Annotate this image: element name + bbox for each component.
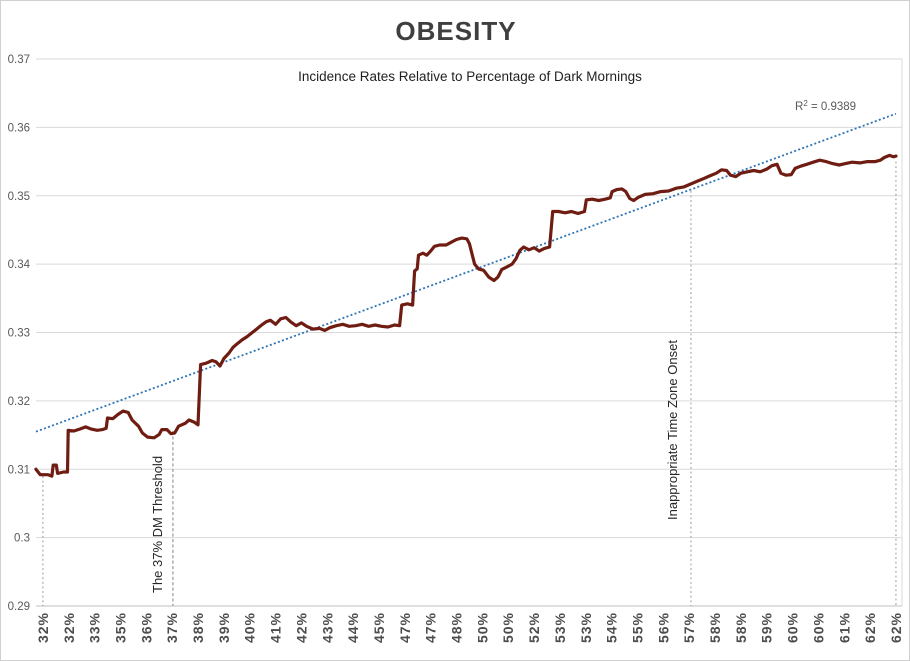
x-tick-label: 41%: [268, 612, 284, 643]
x-tick-label: 32%: [35, 612, 51, 643]
x-tick-label: 37%: [164, 612, 180, 643]
x-tick-label: 50%: [474, 612, 490, 643]
x-tick-label: 40%: [242, 612, 258, 643]
x-tick-label: 62%: [888, 612, 904, 643]
x-tick-label: 58%: [707, 612, 723, 643]
x-tick-label: 58%: [733, 612, 749, 643]
x-tick-label: 62%: [862, 612, 878, 643]
r2-prefix: R: [795, 101, 803, 113]
chart-title: OBESITY: [395, 16, 516, 46]
y-tick-label: 0.32: [8, 396, 30, 408]
y-tick-label: 0.29: [8, 601, 30, 613]
x-tick-label: 47%: [423, 612, 439, 643]
x-tick-label: 39%: [216, 612, 232, 643]
trendline: [35, 112, 897, 433]
x-tick-label: 59%: [759, 612, 775, 643]
x-tick-label: 45%: [371, 612, 387, 643]
r-squared-label: R2 = 0.9389: [795, 99, 856, 113]
y-tick-label: 0.31: [8, 464, 30, 476]
x-tick-label: 43%: [319, 612, 335, 643]
x-tick-label: 35%: [112, 612, 128, 643]
x-tick-label: 56%: [655, 612, 671, 643]
x-tick-label: 48%: [449, 612, 465, 643]
annotation-label-dm-threshold: The 37% DM Threshold: [150, 456, 165, 593]
x-tick-label: 33%: [87, 612, 103, 643]
x-tick-label: 53%: [552, 612, 568, 643]
x-tick-label: 32%: [61, 612, 77, 643]
y-tick-label: 0.36: [8, 122, 30, 134]
gridlines-layer: [36, 58, 903, 607]
x-tick-label: 60%: [810, 612, 826, 643]
y-tick-label: 0.37: [8, 54, 30, 66]
annotation-label-timezone-onset: Inappropriate Time Zone Onset: [665, 340, 680, 520]
x-tick-label: 53%: [578, 612, 594, 643]
y-tick-label: 0.33: [8, 328, 30, 340]
annotation-lines-layer: [42, 161, 897, 606]
r2-value: = 0.9389: [808, 101, 856, 113]
chart-subtitle: Incidence Rates Relative to Percentage o…: [298, 69, 642, 84]
y-tick-label: 0.35: [8, 191, 30, 203]
x-tick-label: 54%: [604, 612, 620, 643]
x-tick-label: 55%: [629, 612, 645, 643]
series-layer: [34, 112, 898, 478]
x-tick-label: 44%: [345, 612, 361, 643]
x-tick-label: 57%: [681, 612, 697, 643]
x-tick-label: 60%: [785, 612, 801, 643]
x-axis-labels-layer: 32% 32% 33% 35% 36% 37% 38% 39% 40% 41% 42% 43% 44% 4…: [35, 612, 904, 643]
series-line: [34, 153, 898, 478]
y-axis-labels-layer: 0.29 0.3 0.31 0.32 0.33 0.34 0.35 0.36 0.37: [8, 54, 31, 613]
x-tick-label: 38%: [190, 612, 206, 643]
x-tick-label: 42%: [293, 612, 309, 643]
x-tick-label: 52%: [526, 612, 542, 643]
x-tick-label: 36%: [138, 612, 154, 643]
y-tick-label: 0.34: [8, 259, 31, 271]
y-tick-label: 0.3: [14, 533, 30, 545]
x-tick-label: 61%: [836, 612, 852, 643]
x-tick-label: 50%: [500, 612, 516, 643]
r2-superscript: 2: [803, 99, 808, 108]
x-tick-label: 47%: [397, 612, 413, 643]
